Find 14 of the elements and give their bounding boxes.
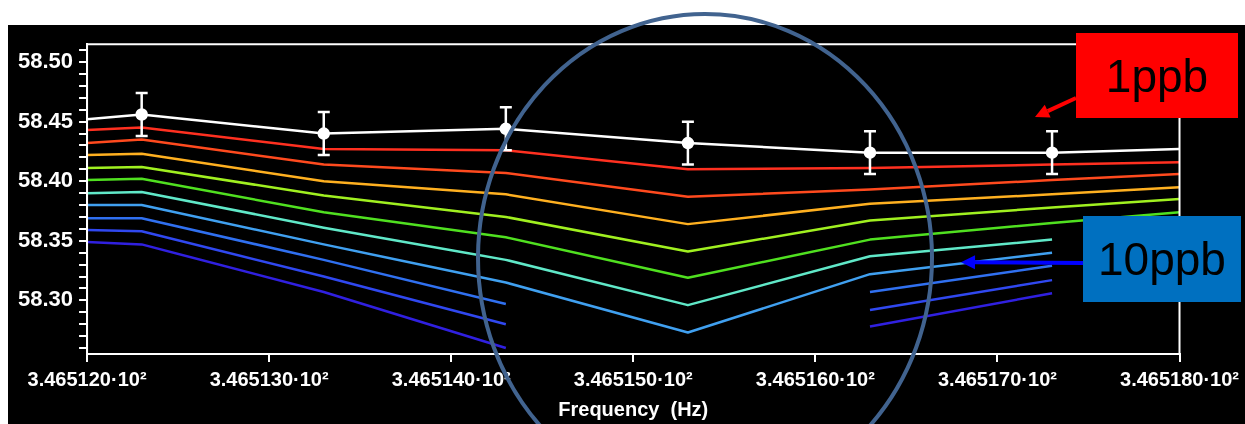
y-tick-label: 58.35 [17, 226, 74, 252]
annotation: 10ppb [1098, 232, 1226, 286]
x-tick-label: 3.465150·10² [573, 367, 694, 390]
x-axis-title: Frequency (Hz) [558, 397, 709, 420]
y-tick-label: 58.30 [17, 286, 74, 312]
annotation: 1ppb [1105, 48, 1209, 103]
x-tick-label: 3.465170·10² [937, 367, 1058, 390]
x-tick-label: 3.465180·10² [1120, 367, 1240, 390]
y-tick-label: 58.45 [17, 107, 74, 133]
y-tick-label: 58.40 [17, 167, 74, 193]
x-tick-label: 3.465160·10² [755, 367, 876, 390]
y-tick-label: 58.50 [17, 48, 74, 74]
x-tick-label: 3.465120·10² [27, 367, 147, 390]
x-tick-label: 3.465130·10² [209, 367, 329, 390]
